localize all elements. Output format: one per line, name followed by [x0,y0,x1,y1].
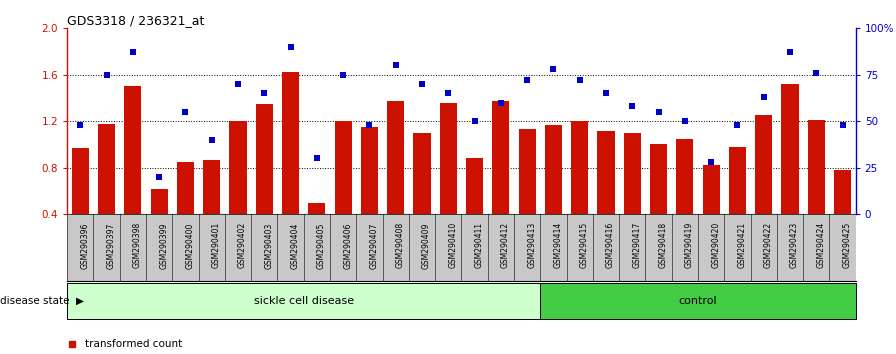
Bar [282,73,299,214]
Point [809,70,823,76]
Text: GSM290413: GSM290413 [527,222,536,268]
Text: GSM290417: GSM290417 [633,222,642,268]
Point [125,50,140,55]
Bar [540,283,856,319]
Text: control: control [678,296,718,306]
Text: GSM290419: GSM290419 [685,222,694,268]
Point [494,100,508,105]
Bar [361,127,378,214]
Point [625,103,640,109]
Point [441,91,455,96]
Bar [387,102,404,214]
Bar [728,147,746,214]
Point [257,91,271,96]
Bar [440,103,457,214]
Bar [151,189,168,214]
Text: GSM290414: GSM290414 [554,222,563,268]
Bar [72,148,89,214]
Point [651,109,666,115]
Text: GSM290425: GSM290425 [842,222,851,268]
Text: GSM290397: GSM290397 [107,222,116,269]
Text: GSM290411: GSM290411 [475,222,484,268]
Point [178,109,193,115]
Text: GSM290409: GSM290409 [422,222,431,269]
Bar [624,133,641,214]
Point [310,156,324,161]
Bar [334,121,352,214]
Text: GSM290403: GSM290403 [264,222,273,269]
Bar [177,162,194,214]
Text: transformed count: transformed count [85,339,183,349]
Bar [229,121,246,214]
Bar [545,125,562,214]
Text: GSM290407: GSM290407 [369,222,378,269]
Text: GSM290396: GSM290396 [81,222,90,269]
Text: GSM290418: GSM290418 [659,222,668,268]
Text: disease state  ▶: disease state ▶ [0,296,84,306]
Bar [807,120,825,214]
Text: GSM290423: GSM290423 [790,222,799,268]
Bar [203,160,220,214]
Text: GSM290408: GSM290408 [396,222,405,268]
Text: GSM290399: GSM290399 [159,222,168,269]
Point [704,159,719,165]
Text: GSM290416: GSM290416 [606,222,615,268]
Text: GSM290421: GSM290421 [737,222,746,268]
Point [336,72,350,78]
Text: GSM290415: GSM290415 [580,222,589,268]
Point [362,122,376,128]
Text: sickle cell disease: sickle cell disease [254,296,354,306]
Bar [492,102,510,214]
Point [756,94,771,100]
Text: GDS3318 / 236321_at: GDS3318 / 236321_at [67,14,204,27]
Point [835,122,849,128]
Point [99,72,114,78]
Text: GSM290406: GSM290406 [343,222,352,269]
Point [547,67,561,72]
Bar [571,121,589,214]
Text: GSM290400: GSM290400 [185,222,194,269]
Bar [466,159,483,214]
Point [231,81,246,87]
Bar [834,170,851,214]
Bar [413,133,431,214]
Point [677,118,692,124]
Bar [98,124,116,214]
Point [599,91,613,96]
Text: GSM290398: GSM290398 [133,222,142,268]
Bar [519,129,536,214]
Text: GSM290412: GSM290412 [501,222,510,268]
Bar [650,144,668,214]
Text: GSM290401: GSM290401 [211,222,220,268]
Point [573,78,587,83]
Bar [781,84,798,214]
Text: GSM290404: GSM290404 [290,222,299,269]
Point [152,174,167,180]
Point [389,63,403,68]
Text: GSM290422: GSM290422 [763,222,772,268]
Point [283,44,297,50]
Bar [308,202,325,214]
Bar [598,131,615,214]
Text: GSM290420: GSM290420 [711,222,720,268]
Bar [255,104,273,214]
Bar [702,165,719,214]
Text: GSM290405: GSM290405 [317,222,326,269]
Point [468,118,482,124]
Point [730,122,745,128]
Bar [676,139,694,214]
Point [204,137,219,143]
Bar [125,86,142,214]
Point [783,50,797,55]
Bar [67,283,540,319]
Point [520,78,534,83]
Bar [755,115,772,214]
Text: GSM290402: GSM290402 [238,222,247,268]
Text: GSM290424: GSM290424 [816,222,825,268]
Point [73,122,88,128]
Point [415,81,429,87]
Text: GSM290410: GSM290410 [448,222,457,268]
